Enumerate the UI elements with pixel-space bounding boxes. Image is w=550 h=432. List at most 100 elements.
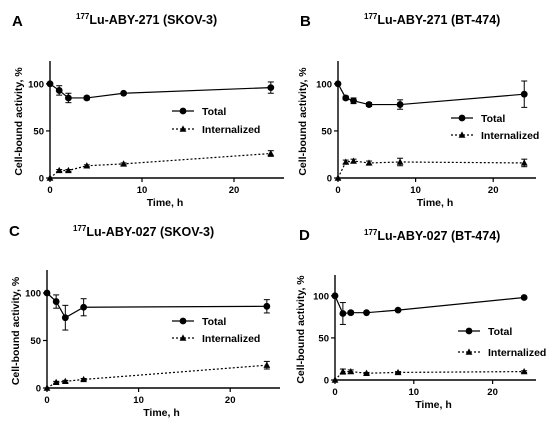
x-tick-label: 20 xyxy=(487,387,498,398)
legend-marker-triangle xyxy=(465,348,473,355)
legend: Total Internalized xyxy=(451,113,539,142)
data-point-triangle xyxy=(396,158,404,165)
x-tick-label: 10 xyxy=(409,387,420,398)
data-point-circle xyxy=(339,310,347,317)
panel-letter: C xyxy=(9,223,20,240)
y-tick-label: 0 xyxy=(36,384,41,395)
data-point-circle xyxy=(347,309,355,317)
x-tick-label: 10 xyxy=(410,185,421,196)
data-point-triangle xyxy=(80,375,88,383)
y-axis-label: Cell-bound activity, % xyxy=(297,67,309,176)
panel-title-superscript: 177 xyxy=(73,224,87,233)
legend-marker-triangle xyxy=(179,334,187,341)
data-point-circle xyxy=(267,84,275,91)
y-tick-label: 100 xyxy=(313,291,329,302)
y-axis-label: Cell-bound activity, % xyxy=(13,67,25,176)
panel-title-text: Lu-ABY-027 (BT-474) xyxy=(377,229,500,243)
x-axis-label: Time, h xyxy=(417,197,454,209)
data-point-triangle xyxy=(520,367,528,375)
panel-title: 177Lu-ABY-027 (SKOV-3) xyxy=(73,224,214,239)
data-point-circle xyxy=(65,94,72,102)
data-point-circle xyxy=(120,89,127,97)
y-axis-label: Cell-bound activity, % xyxy=(10,276,22,385)
data-point-triangle xyxy=(43,384,51,391)
legend-marker-circle xyxy=(458,114,466,122)
y-tick-label: 100 xyxy=(316,79,332,90)
data-point-circle xyxy=(46,80,54,88)
data-point-triangle xyxy=(331,376,339,383)
chart-panel-d: D 177Lu-ABY-027 (BT-474) 0 50 100 0 10 20 Time, … xyxy=(295,227,546,411)
data-point-circle xyxy=(52,298,60,305)
data-point-triangle xyxy=(520,159,528,166)
data-point-triangle xyxy=(350,157,357,164)
y-tick-label: 50 xyxy=(33,126,44,137)
legend-label: Internalized xyxy=(202,333,260,345)
series-line xyxy=(337,83,525,106)
y-tick-label: 50 xyxy=(30,336,41,347)
x-tick-label: 10 xyxy=(137,185,148,196)
data-point-triangle xyxy=(65,166,72,174)
x-tick-label: 0 xyxy=(44,395,49,406)
data-point-triangle xyxy=(347,367,355,375)
y-tick-label: 0 xyxy=(324,376,329,387)
data-point-circle xyxy=(520,90,528,98)
panel-title-superscript: 177 xyxy=(76,12,90,21)
panel-title-text: Lu-ABY-271 (SKOV-3) xyxy=(89,13,217,27)
panel-title: 177Lu-ABY-027 (BT-474) xyxy=(364,228,500,243)
x-tick-label: 20 xyxy=(229,185,240,196)
x-tick-label: 20 xyxy=(225,395,236,406)
panel-letter: D xyxy=(299,227,310,244)
data-point-circle xyxy=(55,87,63,94)
legend-marker-triangle xyxy=(179,125,187,132)
data-point-triangle xyxy=(363,369,370,376)
legend-label: Internalized xyxy=(202,124,260,136)
data-point-circle xyxy=(61,314,69,322)
data-point-triangle xyxy=(365,159,373,166)
legend-label: Internalized xyxy=(488,347,546,359)
data-point-circle xyxy=(263,302,271,310)
data-point-circle xyxy=(80,303,88,311)
chart-panel-b: B 177Lu-ABY-271 (BT-474) 0 50 100 0 10 20 Time, … xyxy=(297,12,539,209)
legend-marker-circle xyxy=(179,107,187,115)
series-line xyxy=(49,152,271,179)
series-line xyxy=(337,160,525,179)
x-axis-label: Time, h xyxy=(143,407,180,419)
x-tick-label: 10 xyxy=(133,395,144,406)
data-point-circle xyxy=(396,101,404,108)
x-axis-label: Time, h xyxy=(415,399,452,411)
series-line xyxy=(49,83,271,99)
y-axis-label: Cell-bound activity, % xyxy=(295,275,307,384)
data-point-triangle xyxy=(394,368,402,376)
panel-title-superscript: 177 xyxy=(364,12,378,21)
series-total xyxy=(43,289,271,331)
data-point-circle xyxy=(331,292,339,300)
x-tick-label: 20 xyxy=(488,185,499,196)
panel-title-text: Lu-ABY-027 (SKOV-3) xyxy=(86,225,214,239)
y-tick-label: 0 xyxy=(39,174,44,185)
chart-panel-c: C 177Lu-ABY-027 (SKOV-3) 0 50 100 0 10 20 Time, … xyxy=(9,223,280,419)
data-point-triangle xyxy=(334,174,342,181)
chart-panel-a: A 177Lu-ABY-271 (SKOV-3) 0 50 100 0 10 20 Time, … xyxy=(12,12,284,209)
legend: Total Internalized xyxy=(458,326,546,359)
data-point-circle xyxy=(363,309,370,317)
data-point-circle xyxy=(350,97,357,105)
legend: Total Internalized xyxy=(172,316,260,345)
series-internalized xyxy=(46,149,275,181)
legend-marker-circle xyxy=(465,327,473,335)
series-line xyxy=(46,364,267,389)
data-point-triangle xyxy=(263,361,271,368)
x-tick-label: 0 xyxy=(332,387,337,398)
data-point-circle xyxy=(43,289,51,297)
data-point-triangle xyxy=(83,162,91,169)
data-point-triangle xyxy=(120,160,127,167)
legend-label: Total xyxy=(202,106,226,118)
data-point-circle xyxy=(365,101,373,108)
data-point-triangle xyxy=(267,149,275,157)
data-point-triangle xyxy=(52,378,60,385)
series-total xyxy=(334,80,528,110)
y-tick-label: 50 xyxy=(321,126,332,137)
data-point-triangle xyxy=(339,367,347,375)
data-point-triangle xyxy=(55,166,63,174)
x-tick-label: 0 xyxy=(47,185,52,196)
data-point-triangle xyxy=(46,174,54,181)
